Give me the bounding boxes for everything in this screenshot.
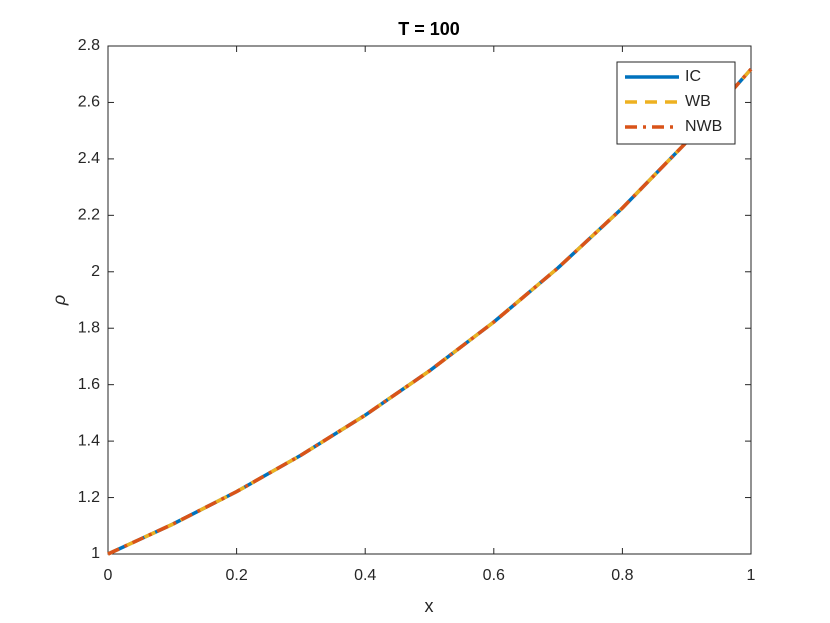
legend-label: WB: [685, 93, 711, 110]
y-tick-label: 2.6: [78, 94, 100, 111]
x-axis-label: x: [425, 596, 434, 616]
y-tick-label: 1.4: [78, 432, 100, 449]
y-tick-label: 2.4: [78, 150, 100, 167]
x-tick-label: 0.6: [483, 567, 505, 584]
y-tick-label: 1.6: [78, 376, 100, 393]
y-tick-label: 1.8: [78, 319, 100, 336]
y-axis-label: ρ: [49, 295, 69, 306]
y-tick-label: 1: [91, 545, 100, 562]
legend-label: NWB: [685, 118, 722, 135]
x-tick-label: 0.4: [354, 567, 376, 584]
x-tick-label: 0.2: [225, 567, 247, 584]
legend-label: IC: [685, 68, 701, 85]
y-tick-label: 2.8: [78, 37, 100, 54]
x-tick-label: 1: [747, 567, 756, 584]
plot-area: [107, 45, 752, 555]
y-tick-label: 2.2: [78, 207, 100, 224]
x-tick-label: 0.8: [611, 567, 633, 584]
y-tick-label: 2: [91, 263, 100, 280]
x-tick-label: 0: [104, 567, 113, 584]
y-tick-label: 1.2: [78, 489, 100, 506]
series-line: [107, 67, 753, 556]
chart-title: T = 100: [398, 19, 460, 39]
